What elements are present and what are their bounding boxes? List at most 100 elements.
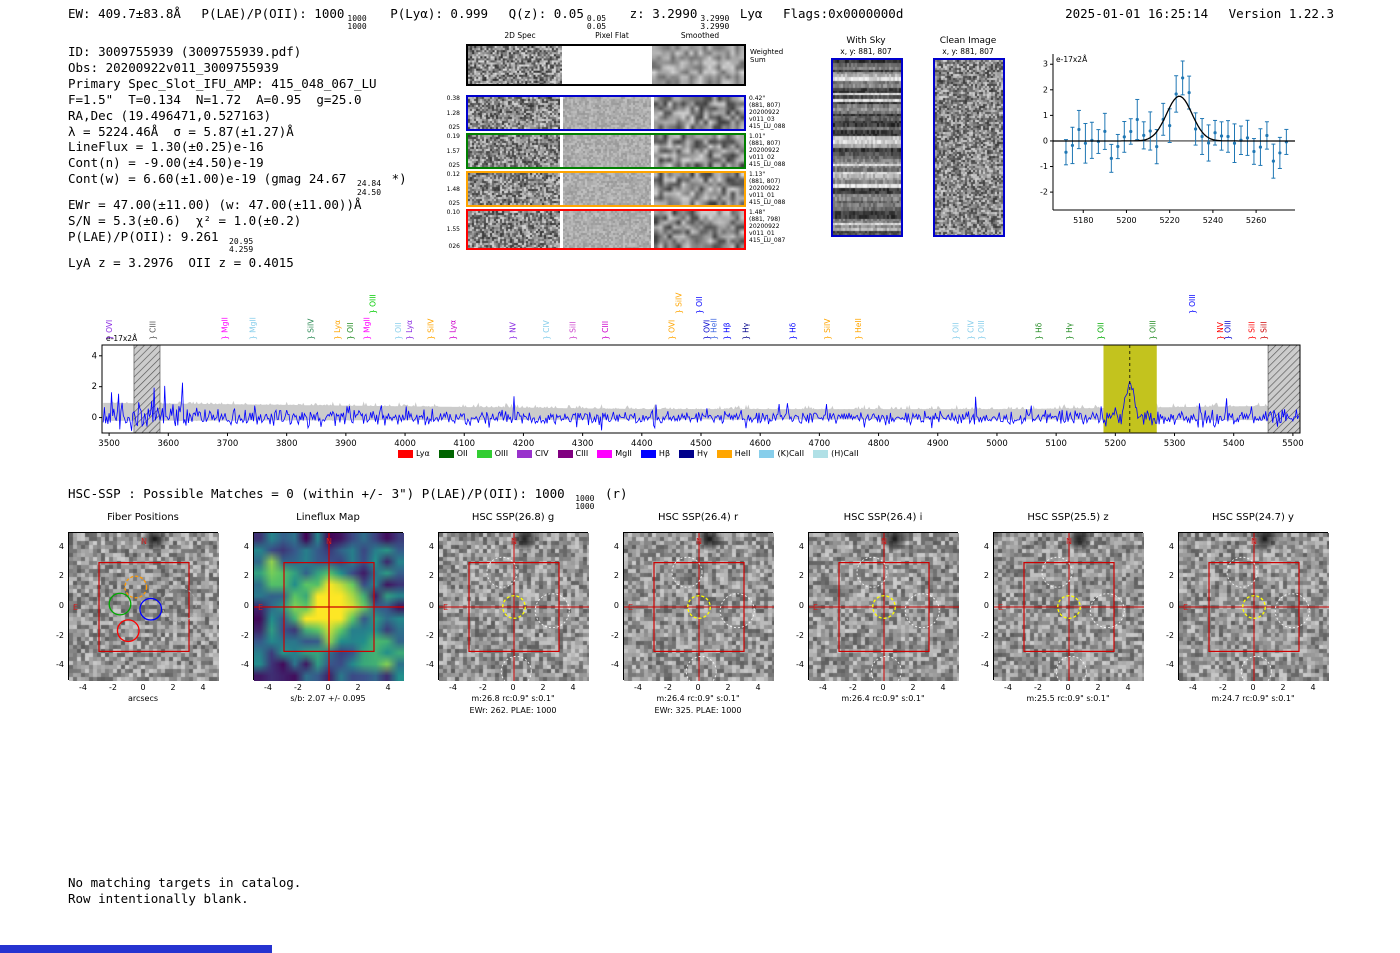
emission-line-marker: } Lyα <box>405 320 414 340</box>
spectrum-xtick: 4300 <box>572 439 594 449</box>
legend-label: Hγ <box>697 449 708 458</box>
spec2d-row <box>466 95 746 131</box>
cutout-xtick: 2 <box>910 683 916 692</box>
cutout-ytick: 0 <box>613 601 619 610</box>
cutout-xlabel: arcsecs <box>127 694 159 703</box>
emission-line-marker: } OIII <box>1224 320 1233 340</box>
compass-east-label: E <box>258 603 263 612</box>
info-line: Primary Spec_Slot_IFU_AMP: 415_048_067_L… <box>68 75 377 91</box>
fit-xtick: 5180 <box>1073 216 1093 225</box>
cutout-xtick: 4 <box>1310 683 1316 692</box>
spec2d-row-left-labels: 0.19 1.57 025 <box>446 133 460 169</box>
cutout-ytick: 0 <box>983 601 989 610</box>
emission-line-marker: } OIII <box>977 320 986 340</box>
fit-ytick: 0 <box>1043 136 1048 145</box>
spec2d-row-smoothed <box>654 173 744 205</box>
legend-swatch <box>398 449 413 458</box>
cutout-xtick: 0 <box>140 683 146 692</box>
emission-line-marker: } Hβ <box>722 322 731 340</box>
cutout-xtick: 2 <box>170 683 176 692</box>
legend-swatch <box>438 449 454 458</box>
cutout-ytick: 2 <box>1168 571 1174 581</box>
fit-ytick: -1 <box>1040 162 1048 171</box>
spec2d-row-pixelflat <box>563 173 651 205</box>
emission-line-marker: } OVI <box>702 320 711 340</box>
spec2d-row-pixelflat <box>563 97 651 129</box>
legend-item: HeII <box>716 449 751 458</box>
cutout-ytick: -2 <box>981 630 989 640</box>
header-datetime-version: 2025-01-01 16:25:14 Version 1.22.3 <box>1065 6 1334 21</box>
spectrum-xtick: 4800 <box>868 439 890 449</box>
emission-line-marker: } SiIV <box>427 318 436 340</box>
value-range: 20.95 4.259 <box>229 236 254 255</box>
emission-line-marker: } OII <box>952 323 961 340</box>
emission-line-marker: } OVI <box>667 320 676 340</box>
emission-line-marker: } CIV <box>542 319 551 340</box>
cutout-overlay: NE <box>254 533 404 681</box>
flags-value: Flags:0x0000000d <box>782 6 904 21</box>
plae-poii-value: P(LAE)/P(OII): 1000 <box>201 6 345 21</box>
spec2d-row-2dspec <box>468 135 560 167</box>
cutout-ytick: -2 <box>611 630 619 640</box>
cutout-xtick: 0 <box>695 683 701 692</box>
spectrum-xtick: 5400 <box>1223 439 1245 449</box>
cutout-xtick: 4 <box>1125 683 1131 692</box>
fit-ytick: 3 <box>1043 60 1048 69</box>
legend-item: Hβ <box>640 449 670 458</box>
spectrum-xtick: 3900 <box>335 439 357 449</box>
cutout-panel: Fiber Positions N E -4 -4 -2 -2 0 0 2 2 4 4 arcsecs <box>42 510 244 725</box>
info-line: Obs: 20200922v011_3009755939 <box>68 59 279 75</box>
spectrum-xtick: 4700 <box>809 439 831 449</box>
legend-label: CIII <box>575 449 589 458</box>
catalog-match-notes: No matching targets in catalog. Row inte… <box>68 875 301 906</box>
legend-label: HeII <box>734 449 751 458</box>
spectrum-xtick: 5100 <box>1045 439 1067 449</box>
plae-poii-range: 1000 1000 <box>347 14 367 32</box>
clean-image-title: Clean Image <box>939 36 997 46</box>
cutout-xtick: -4 <box>264 683 272 692</box>
plya-value: P(Lyα): 0.999 <box>390 6 489 21</box>
info-line: EWr = 47.00(±11.00) (w: 47.00(±11.00))Å <box>68 197 362 213</box>
fit-xtick: 5240 <box>1203 216 1223 225</box>
cutout-xtick: 0 <box>880 683 886 692</box>
info-line: λ = 5224.46Å σ = 5.87(±1.27)Å <box>68 123 294 139</box>
cutout-title: Fiber Positions <box>107 512 179 523</box>
spec2d-row-right-labels: 1.13" (881, 807) 20200922 v011_01 415_LU_088 <box>749 171 786 206</box>
legend-swatch <box>597 449 613 458</box>
spec2d-row-left-labels: 0.12 1.48 025 <box>446 171 460 207</box>
cutout-xtick: 2 <box>1280 683 1286 692</box>
spectrum-xtick: 5500 <box>1282 439 1304 449</box>
spec2d-row-smoothed <box>654 97 744 129</box>
cutout-panel: HSC SSP(26.4) i N E -4 -4 -2 -2 0 0 2 2 4 4 m:26.4 rc… <box>782 510 984 725</box>
cutout-ytick: -2 <box>241 630 249 640</box>
cutout-xtick: -2 <box>849 683 857 692</box>
legend-item: OII <box>438 449 468 458</box>
cutout-xtick: 2 <box>540 683 546 692</box>
cutout-ytick: 4 <box>798 541 804 551</box>
emission-line-marker: } OII <box>695 297 704 314</box>
spectrum-xtick: 4100 <box>453 439 475 449</box>
spectrum-xtick: 5200 <box>1105 439 1127 449</box>
cutout-xtick: -4 <box>79 683 87 692</box>
cutout-xtick: -4 <box>1004 683 1012 692</box>
compass-north-label: N <box>1066 537 1072 546</box>
info-line: ID: 3009755939 (3009755939.pdf) <box>68 44 302 59</box>
compass-north-label: N <box>696 537 702 546</box>
info-line: LineFlux = 1.30(±0.25)e-16 <box>68 139 264 155</box>
clean-image-xy: x, y: 881, 807 <box>942 47 994 56</box>
emission-line-marker: } MgII <box>363 317 372 340</box>
with-sky-image <box>831 58 903 237</box>
compass-north-label: N <box>511 537 517 546</box>
info-line: S/N = 5.3(±0.6) χ² = 1.0(±0.2) <box>68 212 302 228</box>
cutout-caption: m:25.5 rc:0.9" s:0.1" <box>1026 694 1110 703</box>
cutout-panel: HSC SSP(26.4) r N E -4 -4 -2 -2 0 0 2 2 4 4 m:26.4 rc… <box>597 510 799 725</box>
cutout-ytick: 2 <box>613 571 619 581</box>
compass-east-label: E <box>73 603 78 612</box>
cutout-ytick: 4 <box>428 541 434 551</box>
emission-line-marker: } OII <box>346 323 355 340</box>
compass-north-label: N <box>141 537 147 546</box>
